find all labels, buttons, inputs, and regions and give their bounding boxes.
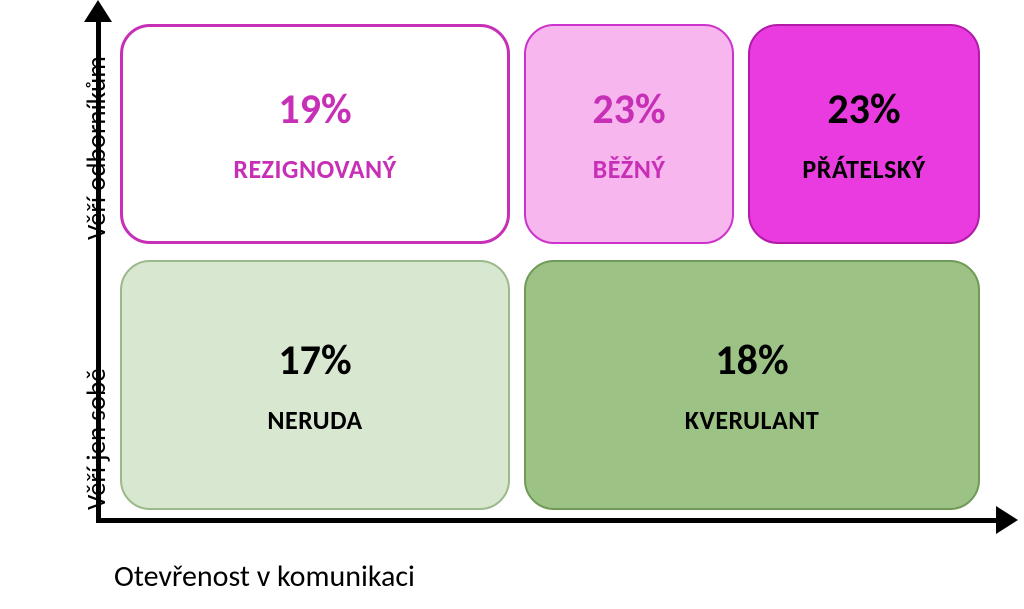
y-axis-label-top: Věří odborníkům (80, 56, 113, 240)
pct-kverulant: 18% (715, 335, 788, 386)
box-kverulant: 18% KVERULANT (524, 260, 980, 510)
x-axis-arrow (996, 506, 1018, 534)
pct-pratelsky: 23% (827, 84, 900, 135)
label-neruda: NERUDA (267, 404, 362, 436)
label-kverulant: KVERULANT (685, 404, 820, 436)
label-rezignovany: REZIGNOVANÝ (233, 153, 396, 185)
box-bezny: 23% BĚŽNÝ (524, 24, 734, 244)
box-neruda: 17% NERUDA (120, 260, 510, 510)
x-axis-line (96, 518, 996, 523)
box-rezignovany: 19% REZIGNOVANÝ (120, 24, 510, 244)
pct-neruda: 17% (278, 335, 351, 386)
label-pratelsky: PŘÁTELSKÝ (802, 153, 925, 185)
pct-rezignovany: 19% (278, 84, 351, 135)
y-axis-arrow (84, 0, 112, 22)
pct-bezny: 23% (592, 84, 665, 135)
y-axis-label-bottom: Věří jen sobě (80, 368, 113, 510)
box-pratelsky: 23% PŘÁTELSKÝ (748, 24, 980, 244)
x-axis-label: Otevřenost v komunikaci (114, 558, 415, 595)
label-bezny: BĚŽNÝ (593, 153, 666, 185)
